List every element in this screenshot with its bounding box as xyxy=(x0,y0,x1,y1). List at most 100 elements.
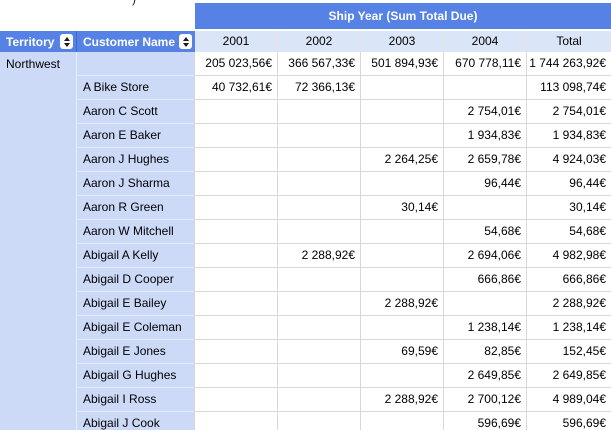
customer-name-cell: Abigail I Ross xyxy=(77,388,195,412)
value-cell-2003: 2 288,92€ xyxy=(361,292,444,316)
value-cell-2003: 2 264,25€ xyxy=(361,148,444,172)
value-cell-2001 xyxy=(195,124,278,148)
table-row: Abigail E Coleman 1 238,14€ 1 238,14€ xyxy=(77,316,611,340)
table-row: Aaron E Baker 1 934,83€ 1 934,83€ xyxy=(77,124,611,148)
customer-name-cell: Aaron J Sharma xyxy=(77,172,195,196)
value-cell-2004: 54,68€ xyxy=(444,220,527,244)
value-cell-2001 xyxy=(195,292,278,316)
cropped-text-artifact: ) xyxy=(132,0,136,6)
table-row: Abigail E Jones 69,59€ 82,85€ 152,45€ xyxy=(77,340,611,364)
value-cell-2001 xyxy=(195,340,278,364)
value-cell-2002 xyxy=(278,220,361,244)
total-value-cell: 596,69€ xyxy=(527,412,611,430)
table-row: Aaron R Green 30,14€ 30,14€ xyxy=(77,196,611,220)
total-value-cell: 2 649,85€ xyxy=(527,364,611,388)
value-cell-2001 xyxy=(195,148,278,172)
total-value-cell: 2 754,01€ xyxy=(527,100,611,124)
value-cell-2003 xyxy=(361,244,444,268)
territory-cell-northwest: Northwest xyxy=(0,52,77,430)
customer-name-sort-header[interactable]: Customer Name xyxy=(77,31,195,52)
table-row: Abigail G Hughes 2 649,85€ 2 649,85€ xyxy=(77,364,611,388)
total-value-cell: 54,68€ xyxy=(527,220,611,244)
table-row: Abigail D Cooper 666,86€ 666,86€ xyxy=(77,268,611,292)
value-cell-2002 xyxy=(278,268,361,292)
total-value-cell: 152,45€ xyxy=(527,340,611,364)
customer-name-cell: Abigail E Bailey xyxy=(77,292,195,316)
customer-name-cell: Abigail J Cook xyxy=(77,412,195,430)
total-header: Total xyxy=(527,31,611,52)
customer-name-cell: Abigail D Cooper xyxy=(77,268,195,292)
sort-arrows-icon[interactable] xyxy=(60,34,73,49)
value-cell-2004: 96,44€ xyxy=(444,172,527,196)
table-row: Aaron C Scott 2 754,01€ 2 754,01€ xyxy=(77,100,611,124)
value-cell-2004: 666,86€ xyxy=(444,268,527,292)
value-cell-2001 xyxy=(195,220,278,244)
table-row: A Bike Store 40 732,61€ 72 366,13€ 113 098,… xyxy=(77,76,611,100)
year-header-2001: 2001 xyxy=(195,31,278,52)
value-cell-2001 xyxy=(195,388,278,412)
total-value-cell: 1 934,83€ xyxy=(527,124,611,148)
total-value-cell: 30,14€ xyxy=(527,196,611,220)
table-row: Aaron J Sharma 96,44€ 96,44€ xyxy=(77,172,611,196)
year-header-2003: 2003 xyxy=(361,31,444,52)
value-cell-2003: 2 288,92€ xyxy=(361,388,444,412)
value-cell-2001 xyxy=(195,412,278,430)
value-cell-2001 xyxy=(195,244,278,268)
customer-name-cell: Aaron E Baker xyxy=(77,124,195,148)
value-cell-2001 xyxy=(195,316,278,340)
value-cell-2003 xyxy=(361,412,444,430)
table-row: Abigail A Kelly 2 288,92€ 2 694,06€ 4 982,9… xyxy=(77,244,611,268)
customer-name-cell: Abigail E Coleman xyxy=(77,316,195,340)
table-row: Abigail J Cook 596,69€ 596,69€ xyxy=(77,412,611,430)
group-header-ship-year: Ship Year (Sum Total Due) xyxy=(195,3,611,29)
total-value-cell: 4 989,04€ xyxy=(527,388,611,412)
territory-sort-header[interactable]: Territory xyxy=(0,31,77,52)
value-cell-2003 xyxy=(361,220,444,244)
value-cell-2004: 2 649,85€ xyxy=(444,364,527,388)
table-row: Abigail E Bailey 2 288,92€ 2 288,92€ xyxy=(77,292,611,316)
value-cell-2004 xyxy=(444,292,527,316)
total-value-cell: 96,44€ xyxy=(527,172,611,196)
value-cell-2004: 2 694,06€ xyxy=(444,244,527,268)
value-cell-2002 xyxy=(278,292,361,316)
table-row: 205 023,56€ 366 567,33€ 501 894,93€ 670 778… xyxy=(77,52,611,76)
value-cell-2003 xyxy=(361,268,444,292)
value-cell-2002 xyxy=(278,316,361,340)
total-value-cell: 666,86€ xyxy=(527,268,611,292)
customer-header-label: Customer Name xyxy=(83,34,176,49)
territory-header-label: Territory xyxy=(6,34,55,49)
value-cell-2004: 1 934,83€ xyxy=(444,124,527,148)
customer-name-cell: Aaron J Hughes xyxy=(77,148,195,172)
customer-name-cell: Abigail A Kelly xyxy=(77,244,195,268)
value-cell-2004: 82,85€ xyxy=(444,340,527,364)
value-cell-2002 xyxy=(278,388,361,412)
value-cell-2003 xyxy=(361,124,444,148)
value-cell-2004: 2 659,78€ xyxy=(444,148,527,172)
value-cell-2002 xyxy=(278,124,361,148)
total-value-cell: 1 744 263,92€ xyxy=(527,52,611,76)
value-cell-2003: 501 894,93€ xyxy=(361,52,444,76)
territory-value: Northwest xyxy=(6,57,61,71)
table-row: Abigail I Ross 2 288,92€ 2 700,12€ 4 989,04… xyxy=(77,388,611,412)
value-cell-2003 xyxy=(361,316,444,340)
customer-name-cell: Aaron R Green xyxy=(77,196,195,220)
total-value-cell: 4 924,03€ xyxy=(527,148,611,172)
value-cell-2004: 670 778,11€ xyxy=(444,52,527,76)
value-cell-2004 xyxy=(444,76,527,100)
value-cell-2004: 1 238,14€ xyxy=(444,316,527,340)
value-cell-2001 xyxy=(195,268,278,292)
customer-name-cell: A Bike Store xyxy=(77,76,195,100)
value-cell-2002 xyxy=(278,100,361,124)
total-value-cell: 4 982,98€ xyxy=(527,244,611,268)
value-cell-2002: 366 567,33€ xyxy=(278,52,361,76)
value-cell-2003 xyxy=(361,76,444,100)
year-header-2002: 2002 xyxy=(278,31,361,52)
sort-arrows-icon[interactable] xyxy=(179,34,192,49)
value-cell-2003: 30,14€ xyxy=(361,196,444,220)
value-cell-2001 xyxy=(195,364,278,388)
table-row: Aaron W Mitchell 54,68€ 54,68€ xyxy=(77,220,611,244)
value-cell-2002 xyxy=(278,412,361,430)
customer-name-cell: Aaron C Scott xyxy=(77,100,195,124)
value-cell-2003 xyxy=(361,100,444,124)
